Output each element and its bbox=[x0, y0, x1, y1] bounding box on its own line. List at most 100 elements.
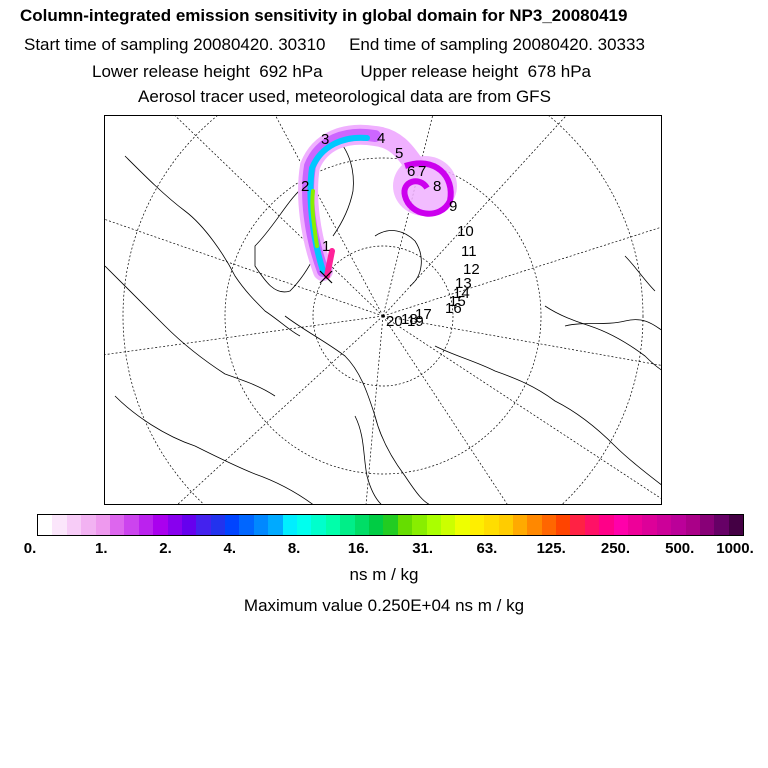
colorbar-tick-label: 2. bbox=[159, 540, 172, 557]
latitude-circle-middle bbox=[224, 157, 542, 475]
day-label: 8 bbox=[433, 178, 441, 195]
colorbar-swatch bbox=[728, 515, 744, 535]
colorbar-swatch bbox=[138, 515, 154, 535]
day-label: 14 bbox=[453, 285, 470, 302]
colorbar-swatch bbox=[325, 515, 341, 535]
colorbar-swatch bbox=[268, 515, 283, 535]
day-label: 15 bbox=[449, 293, 466, 310]
colorbar-tick-label: 8. bbox=[287, 540, 301, 557]
baffin-coast bbox=[332, 135, 354, 237]
colorbar-units: ns m / kg bbox=[349, 565, 419, 584]
plume-loop bbox=[401, 160, 454, 217]
day-label: 20 bbox=[386, 313, 403, 330]
colorbar-swatch bbox=[368, 515, 384, 535]
colorbar-swatch bbox=[685, 515, 700, 535]
colorbar-swatch bbox=[498, 515, 513, 535]
colorbar-swatch bbox=[484, 515, 499, 535]
colorbar-swatch bbox=[527, 515, 542, 535]
plume-green-band bbox=[310, 189, 319, 248]
day-label: 7 bbox=[418, 163, 426, 180]
colorbar-swatch bbox=[397, 515, 413, 535]
day-label: 19 bbox=[407, 313, 424, 330]
colorbar-swatch bbox=[599, 515, 614, 535]
colorbar-tick-label: 16. bbox=[347, 540, 369, 557]
colorbar-swatch bbox=[239, 515, 254, 535]
colorbar bbox=[37, 514, 744, 536]
plot-title: Column-integrated emission sensitivity i… bbox=[20, 6, 628, 25]
day-label: 4 bbox=[377, 130, 385, 147]
meridian-line bbox=[382, 315, 508, 504]
colorbar-swatch bbox=[584, 515, 600, 535]
day-label: 9 bbox=[449, 198, 457, 215]
colorbar-swatch bbox=[109, 515, 125, 535]
day-label: 13 bbox=[455, 275, 472, 292]
map-canvas: 1 2 3 4 5 6 7 8 9 10 11 12 13 14 15 16 1… bbox=[105, 116, 661, 504]
latitude-circle-inner bbox=[312, 245, 454, 387]
meridian-line bbox=[105, 315, 384, 355]
colorbar-swatch bbox=[570, 515, 585, 535]
colorbar-swatch bbox=[282, 515, 298, 535]
colorbar-swatch bbox=[81, 515, 96, 535]
colorbar-swatch bbox=[354, 515, 369, 535]
colorbar-swatch bbox=[253, 515, 269, 535]
colorbar-swatch bbox=[426, 515, 441, 535]
colorbar-swatch bbox=[628, 515, 643, 535]
meridian-line bbox=[177, 315, 384, 504]
day-label: 16 bbox=[445, 300, 462, 317]
map-panel: 1 2 3 4 5 6 7 8 9 10 11 12 13 14 15 16 1… bbox=[104, 115, 662, 505]
atlantic-coast bbox=[114, 395, 313, 504]
colorbar-swatch bbox=[556, 515, 571, 535]
colorbar-tick-label: 1000. bbox=[716, 540, 754, 557]
colorbar-swatch bbox=[512, 515, 528, 535]
colorbar-swatch bbox=[52, 515, 67, 535]
hudson-bay-coast bbox=[105, 265, 276, 397]
x-icon bbox=[319, 270, 333, 284]
colorbar-swatch bbox=[153, 515, 168, 535]
meridian-line bbox=[382, 315, 661, 499]
colorbar-swatch bbox=[440, 515, 456, 535]
north-america-coast bbox=[124, 155, 301, 337]
day-label: 5 bbox=[395, 145, 403, 162]
plume-mid-band bbox=[307, 134, 370, 274]
colorbar-tick-label: 4. bbox=[223, 540, 237, 557]
tracer-info-line: Aerosol tracer used, meteorological data… bbox=[138, 87, 551, 106]
scandinavia-coast bbox=[354, 415, 382, 504]
arctic-island-coast bbox=[374, 230, 422, 287]
colorbar-swatch bbox=[613, 515, 629, 535]
colorbar-swatch bbox=[671, 515, 686, 535]
colorbar-tick-label: 500. bbox=[665, 540, 695, 557]
colorbar-swatch bbox=[167, 515, 182, 535]
day-label: 3 bbox=[321, 131, 329, 148]
day-label: 1 bbox=[322, 238, 330, 255]
colorbar-tick-label: 63. bbox=[476, 540, 498, 557]
release-height-line: Lower release height 692 hPa Upper relea… bbox=[92, 62, 591, 81]
colorbar-tick-label: 0. bbox=[23, 540, 37, 557]
graticule bbox=[105, 116, 661, 504]
day-label: 18 bbox=[401, 311, 418, 328]
colorbar-swatch bbox=[455, 515, 470, 535]
max-value-line: Maximum value 0.250E+04 ns m / kg bbox=[243, 596, 525, 615]
meridian-line bbox=[382, 226, 661, 317]
colorbar-swatch bbox=[699, 515, 715, 535]
colorbar-swatch bbox=[95, 515, 110, 535]
day-labels: 1 2 3 4 5 6 7 8 9 10 11 12 13 14 15 16 1… bbox=[301, 130, 480, 330]
europe-coast bbox=[284, 315, 430, 504]
siberia-coast bbox=[434, 345, 661, 485]
chukotka-coast bbox=[564, 319, 661, 331]
meridian-line bbox=[275, 116, 384, 317]
colorbar-swatch bbox=[642, 515, 657, 535]
colorbar-swatch bbox=[383, 515, 398, 535]
colorbar-swatch bbox=[340, 515, 355, 535]
day-label: 11 bbox=[461, 243, 477, 260]
colorbar-swatch bbox=[66, 515, 82, 535]
meridian-line bbox=[174, 116, 384, 317]
colorbar-swatch bbox=[541, 515, 557, 535]
colorbar-tick-label: 125. bbox=[536, 540, 566, 557]
colorbar-tick-label: 1. bbox=[95, 540, 108, 557]
day-label: 17 bbox=[415, 306, 432, 323]
colorbar-swatch bbox=[38, 515, 53, 535]
day-label: 6 bbox=[407, 163, 415, 180]
colorbar-swatch bbox=[714, 515, 729, 535]
meridian-line bbox=[382, 116, 567, 317]
alaska-coast bbox=[624, 255, 656, 292]
